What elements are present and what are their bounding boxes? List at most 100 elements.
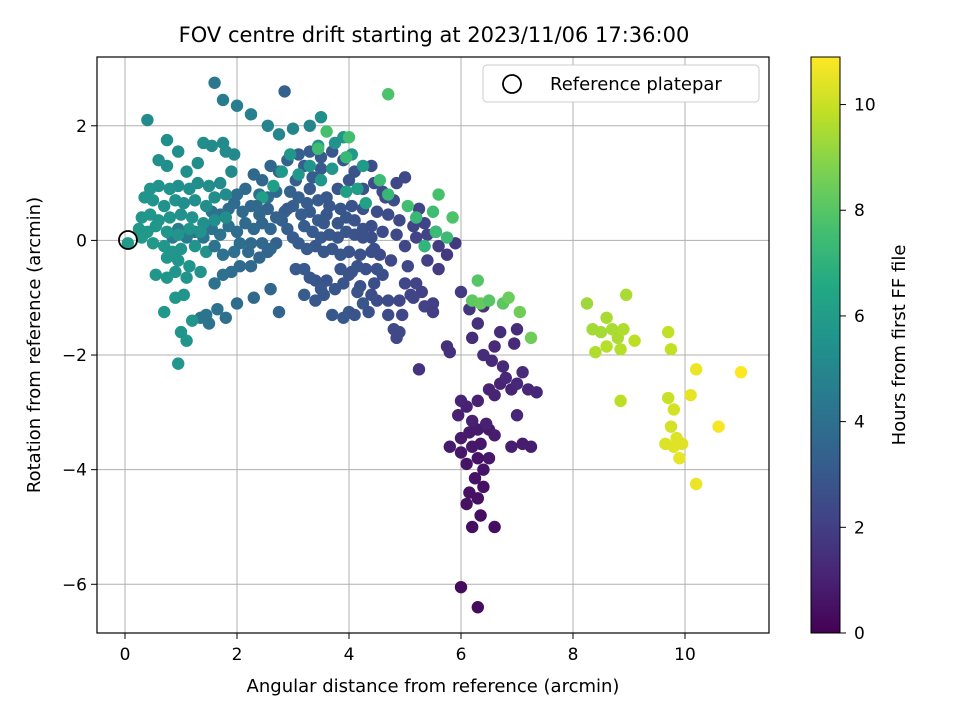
data-point [474, 509, 487, 522]
data-point [440, 248, 454, 261]
data-point [617, 323, 630, 336]
colorbar-gradient [810, 56, 841, 634]
data-point [471, 317, 484, 330]
data-point [219, 211, 232, 224]
data-point [342, 131, 356, 144]
data-point [141, 113, 154, 127]
data-point [160, 251, 174, 264]
data-point [510, 323, 524, 336]
data-point [712, 420, 725, 433]
data-point [345, 265, 358, 279]
data-point [510, 377, 524, 390]
data-point [149, 268, 162, 281]
data-point [502, 291, 515, 304]
data-point [516, 437, 529, 451]
data-point [690, 363, 703, 376]
data-point [208, 239, 221, 253]
data-point [398, 239, 412, 253]
data-point [351, 182, 364, 196]
colorbar-tick-label: 2 [854, 518, 865, 538]
data-point [508, 337, 521, 350]
data-point [174, 242, 188, 256]
data-point [295, 208, 308, 221]
data-point [250, 199, 263, 213]
data-point [516, 366, 529, 379]
data-point [443, 345, 456, 359]
data-point [331, 217, 344, 230]
data-point [446, 211, 459, 224]
data-point [407, 291, 420, 304]
data-point [460, 457, 473, 471]
data-point [275, 165, 288, 178]
data-point [186, 314, 199, 327]
x-tick-label: 0 [120, 645, 131, 665]
data-point [365, 219, 378, 233]
data-point [432, 239, 445, 253]
data-point [513, 305, 526, 319]
data-point [202, 179, 216, 193]
data-point [440, 231, 454, 244]
data-point [225, 165, 238, 178]
data-point [454, 580, 468, 594]
data-point [214, 176, 227, 190]
data-point [382, 88, 395, 101]
data-point [356, 159, 370, 173]
data-point [359, 196, 372, 210]
data-point [219, 311, 232, 324]
data-point [247, 168, 260, 181]
data-point [614, 343, 627, 356]
data-point [580, 297, 594, 310]
data-point [401, 259, 414, 273]
data-point [429, 225, 442, 239]
colorbar-tick-label: 0 [854, 624, 865, 644]
data-point [600, 340, 613, 353]
data-point [488, 429, 501, 442]
data-point [373, 174, 386, 187]
data-point [368, 277, 381, 290]
data-point [530, 386, 543, 399]
data-point [614, 394, 627, 408]
data-point [426, 305, 440, 319]
y-axis: −6 −4 −2 0 2 [62, 117, 97, 595]
data-point [734, 366, 748, 379]
y-tick-label: −6 [62, 575, 87, 595]
data-point [314, 174, 328, 187]
data-point [334, 202, 347, 216]
data-point [272, 128, 286, 141]
data-point [471, 451, 484, 465]
colorbar-tick-label: 4 [854, 413, 865, 433]
data-point [454, 394, 468, 408]
data-point [410, 277, 423, 290]
data-point [247, 291, 260, 304]
data-point [354, 248, 367, 261]
data-point [398, 277, 412, 290]
data-point [180, 271, 193, 284]
data-point [390, 228, 403, 241]
data-point [362, 305, 375, 319]
legend: Reference platepar [482, 64, 760, 103]
data-point [510, 409, 524, 422]
colorbar-tick-label: 10 [854, 96, 876, 116]
data-point [303, 119, 316, 132]
data-point [121, 237, 134, 250]
data-point [620, 288, 633, 302]
data-point [208, 191, 221, 204]
data-point [398, 171, 412, 184]
data-point [230, 188, 244, 201]
data-point [326, 162, 339, 175]
data-point [432, 188, 445, 201]
x-axis-label: Angular distance from reference (arcmin) [247, 676, 620, 697]
data-point [172, 145, 185, 158]
data-point [303, 159, 316, 173]
data-point [443, 440, 456, 453]
data-point [477, 480, 490, 494]
data-point [351, 285, 364, 299]
data-point [208, 277, 221, 290]
data-point [216, 248, 230, 261]
data-point [208, 214, 221, 227]
data-point [418, 239, 431, 253]
reference-marker [118, 230, 138, 250]
data-point [345, 199, 358, 213]
data-point [452, 409, 465, 422]
